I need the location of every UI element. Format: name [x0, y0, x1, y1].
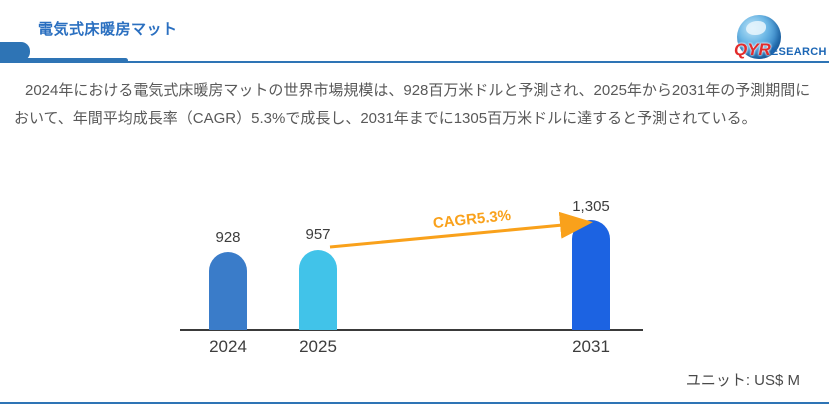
logo-text: QYRESEARCH [734, 40, 827, 60]
x-axis-line [180, 329, 643, 331]
qyresearch-logo: QYRESEARCH [733, 13, 827, 61]
logo-text-primary: QYR [734, 40, 771, 59]
bar-2031 [572, 220, 610, 330]
value-label-2031: 1,305 [572, 198, 610, 215]
value-label-2025: 957 [305, 226, 331, 243]
value-label-2024: 928 [215, 229, 241, 246]
unit-label: ユニット: US$ M [685, 372, 800, 389]
x-tick-2031: 2031 [572, 337, 610, 356]
market-summary-text: 2024年における電気式床暖房マットの世界市場規模は、928百万米ドルと予測され… [14, 82, 811, 127]
logo-text-secondary: ESEARCH [770, 46, 827, 58]
header-corner-tab [0, 42, 30, 61]
x-tick-2024: 2024 [209, 337, 247, 356]
page-title: 電気式床暖房マット [38, 21, 178, 38]
bar-2024 [209, 252, 247, 330]
bottom-divider [0, 402, 829, 404]
header-accent-line [0, 58, 128, 63]
globe-icon [737, 15, 781, 59]
bar-2025 [299, 250, 337, 330]
header-divider [0, 61, 829, 63]
cagr-annotation: CAGR5.3% [432, 206, 512, 233]
x-tick-2025: 2025 [299, 337, 337, 356]
